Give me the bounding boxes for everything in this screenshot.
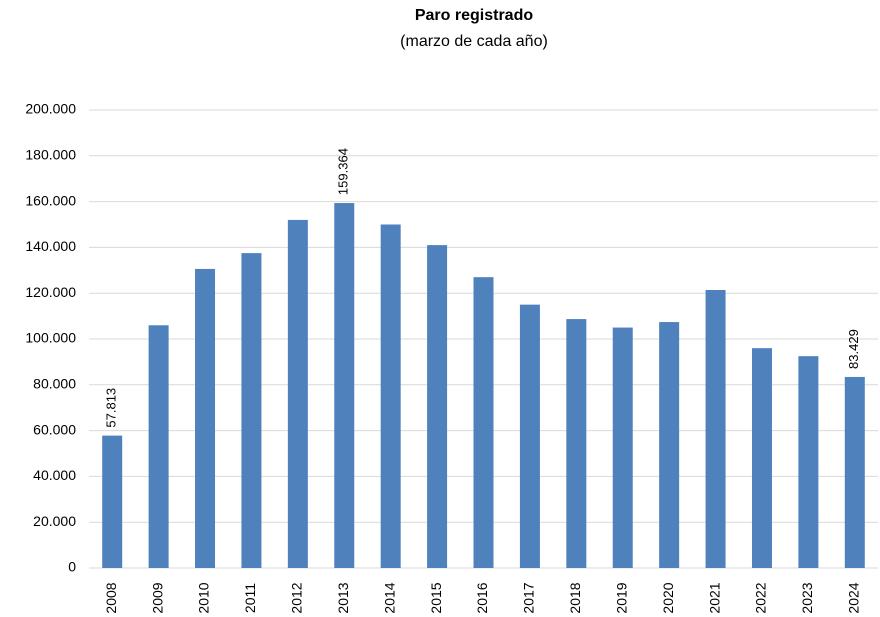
y-tick-label: 0 — [68, 559, 76, 575]
y-tick-label: 120.000 — [25, 284, 76, 300]
x-tick-label: 2014 — [381, 582, 397, 613]
y-tick-label: 160.000 — [25, 192, 76, 208]
bar — [334, 203, 355, 568]
x-tick-label: 2012 — [289, 582, 305, 613]
bar — [566, 319, 587, 568]
data-label: 83.429 — [846, 329, 861, 369]
x-tick-label: 2019 — [613, 582, 629, 613]
x-tick-label: 2020 — [660, 582, 676, 613]
bar — [380, 224, 401, 568]
x-tick-label: 2021 — [706, 582, 722, 613]
bar — [287, 219, 308, 569]
bar — [798, 356, 819, 568]
bar — [659, 322, 680, 568]
x-tick-label: 2017 — [521, 582, 537, 613]
x-tick-label: 2024 — [845, 582, 861, 613]
chart-subtitle: (marzo de cada año) — [400, 33, 548, 50]
data-label: 159.364 — [336, 148, 351, 195]
bar — [473, 277, 494, 568]
x-tick-label: 2016 — [474, 582, 490, 613]
bar — [519, 304, 540, 568]
bar — [751, 348, 772, 568]
y-tick-label: 80.000 — [33, 376, 76, 392]
x-tick-label: 2010 — [196, 582, 212, 613]
x-tick-label: 2022 — [753, 582, 769, 613]
bar — [705, 289, 726, 568]
bar — [148, 325, 169, 568]
y-tick-label: 140.000 — [25, 238, 76, 254]
y-tick-label: 60.000 — [33, 421, 76, 437]
x-tick-label: 2023 — [799, 582, 815, 613]
bar — [241, 253, 262, 568]
y-tick-label: 40.000 — [33, 467, 76, 483]
bar — [427, 245, 448, 569]
y-tick-label: 20.000 — [33, 513, 76, 529]
x-tick-label: 2008 — [103, 582, 119, 613]
x-tick-label: 2015 — [428, 582, 444, 613]
y-tick-label: 180.000 — [25, 147, 76, 163]
x-tick-label: 2013 — [335, 582, 351, 613]
y-tick-label: 200.000 — [25, 101, 76, 117]
x-tick-label: 2018 — [567, 582, 583, 613]
chart-title: Paro registrado — [415, 7, 533, 24]
y-tick-label: 100.000 — [25, 330, 76, 346]
data-label: 57.813 — [104, 388, 119, 428]
bar — [195, 268, 216, 568]
bar — [102, 435, 123, 568]
x-tick-label: 2011 — [242, 583, 258, 613]
x-tick-label: 2009 — [149, 582, 165, 613]
bar — [844, 376, 865, 568]
bar — [612, 327, 633, 568]
